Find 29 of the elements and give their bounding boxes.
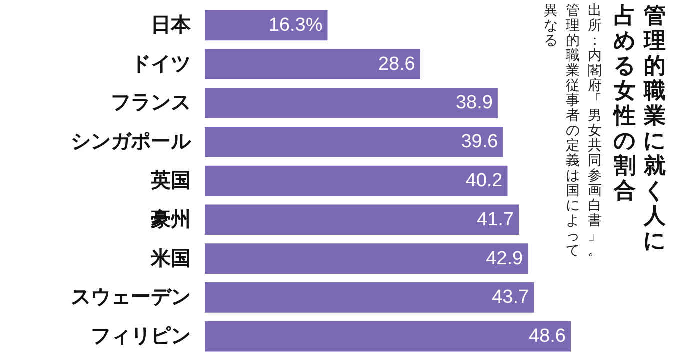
data-label: 16.3% xyxy=(268,14,323,36)
bar xyxy=(205,204,520,236)
data-label: 28.6 xyxy=(378,54,416,75)
y-tick-label: 日本 xyxy=(151,14,192,36)
text: 出所：内閣府「男女共同参画白書」。管理的職業従事者の定義は国によって異なる xyxy=(544,3,602,259)
y-tick-label: フィリピン xyxy=(91,326,191,348)
y-tick-label: 英国 xyxy=(150,170,191,192)
data-label: 39.6 xyxy=(461,132,498,153)
data-label: 48.6 xyxy=(529,326,566,348)
bar xyxy=(205,126,504,158)
data-label: 38.9 xyxy=(456,92,493,114)
y-tick-label: 米国 xyxy=(150,248,191,270)
bar xyxy=(205,10,328,41)
y-tick-label: 豪州 xyxy=(150,208,191,231)
chart-title: 管理的職業に就く人に占める女性の割合 xyxy=(614,4,666,254)
data-label: 40.2 xyxy=(466,170,503,192)
bar xyxy=(205,88,498,118)
bar xyxy=(205,244,528,274)
y-tick-label: フランス xyxy=(111,92,191,114)
data-label: 41.7 xyxy=(477,209,514,230)
bar xyxy=(205,166,508,196)
bar xyxy=(205,321,571,352)
bar xyxy=(205,282,534,313)
data-label: 43.7 xyxy=(492,287,530,308)
data-label: 42.9 xyxy=(486,248,524,270)
y-tick-label: ドイツ xyxy=(131,53,191,76)
bar xyxy=(205,49,420,80)
y-tick-label: シンガポール xyxy=(71,131,192,154)
y-tick-label: スウェーデン xyxy=(71,286,191,309)
